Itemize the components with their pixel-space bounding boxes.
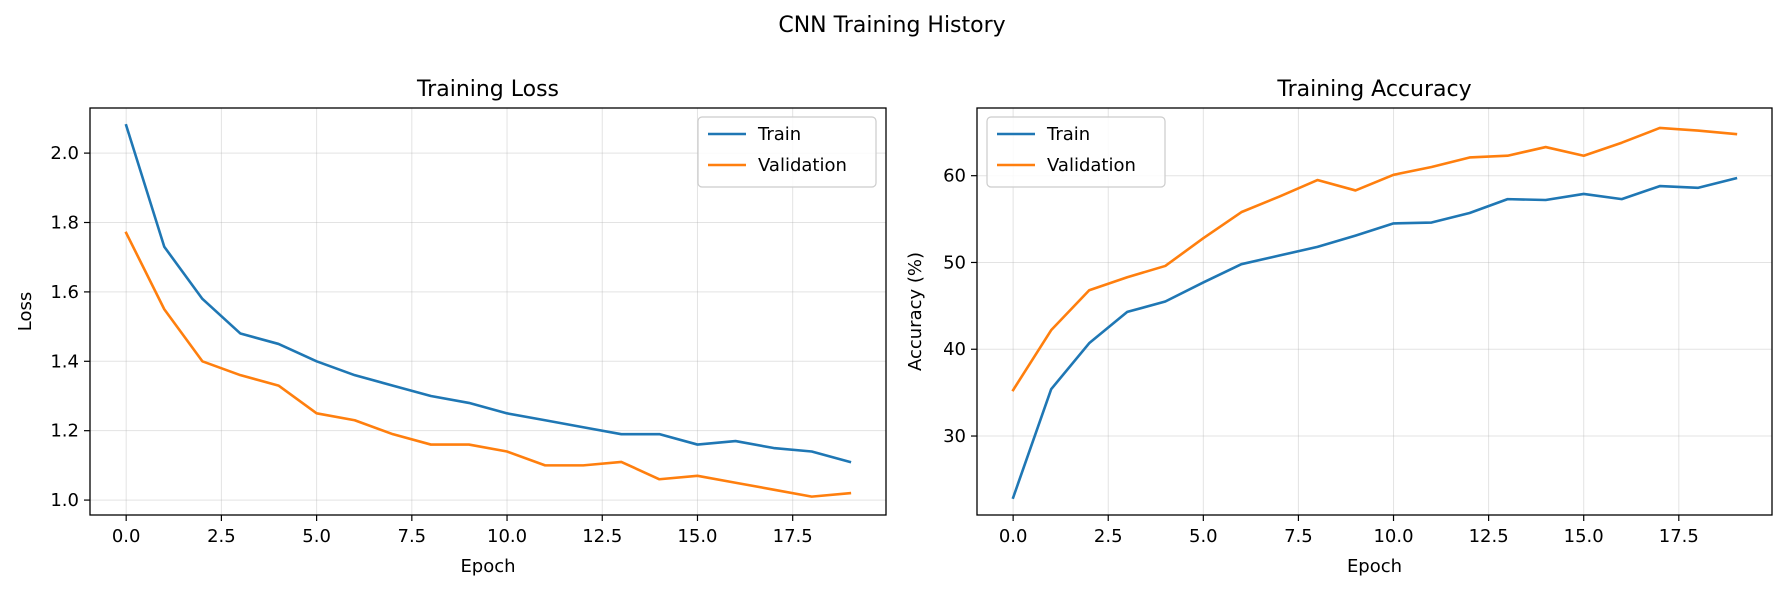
accuracy-y-tick-label: 30 (943, 426, 966, 447)
accuracy-legend-label-validation: Validation (1047, 155, 1136, 176)
loss-legend-label-train: Train (757, 124, 801, 145)
loss-y-tick-label: 1.4 (50, 351, 79, 372)
loss-x-tick-label: 12.5 (582, 526, 622, 547)
accuracy-series-train-line (1011, 176, 1738, 500)
loss-legend-label-validation: Validation (758, 155, 847, 176)
loss-y-tick-label: 1.6 (50, 282, 79, 303)
loss-y-tick-label: 2.0 (50, 143, 79, 164)
loss-x-tick-label: 7.5 (398, 526, 427, 547)
loss-series-validation-line (124, 231, 852, 498)
accuracy-y-axis-label: Accuracy (%) (905, 252, 926, 371)
loss-legend: Train Validation (697, 116, 877, 188)
accuracy-x-tick-label: 17.5 (1659, 526, 1699, 547)
loss-x-tick-label: 15.0 (677, 526, 717, 547)
loss-axes-frame (89, 107, 887, 516)
accuracy-x-tick-label: 7.5 (1284, 526, 1313, 547)
accuracy-x-tick-label: 12.5 (1469, 526, 1509, 547)
loss-x-tick-label: 0.0 (112, 526, 141, 547)
accuracy-chart-title: Training Accuracy (1276, 77, 1471, 102)
accuracy-x-tick-label: 5.0 (1189, 526, 1218, 547)
accuracy-x-tick-label: 15.0 (1564, 526, 1604, 547)
loss-x-tick-label: 5.0 (302, 526, 331, 547)
accuracy-x-tick-label: 10.0 (1373, 526, 1413, 547)
loss-y-tick-label: 1.8 (50, 213, 79, 234)
loss-y-tick-label: 1.2 (50, 421, 79, 442)
loss-x-axis-label: Epoch (460, 556, 515, 577)
accuracy-legend-label-train: Train (1046, 124, 1090, 145)
loss-series-train-line (124, 123, 852, 464)
figure-suptitle: CNN Training History (778, 13, 1005, 38)
accuracy-y-tick-label: 40 (943, 339, 966, 360)
accuracy-legend: Train Validation (986, 116, 1166, 188)
loss-x-tick-label: 2.5 (207, 526, 236, 547)
accuracy-y-tick-label: 50 (943, 252, 966, 273)
loss-chart-panel: 0.0 2.5 5.0 7.5 10.0 12.5 15.0 17.5 1.0 1.2 1.4 1.6… (15, 77, 887, 577)
accuracy-x-tick-label: 2.5 (1094, 526, 1123, 547)
accuracy-x-axis-label: Epoch (1347, 556, 1402, 577)
accuracy-axes-frame (976, 107, 1773, 516)
loss-chart-title: Training Loss (416, 77, 559, 102)
accuracy-chart-panel: 0.0 2.5 5.0 7.5 10.0 12.5 15.0 17.5 30 40 50 60 Trai… (905, 77, 1773, 577)
accuracy-y-tick-label: 60 (943, 166, 966, 187)
loss-x-tick-label: 10.0 (487, 526, 527, 547)
loss-y-tick-label: 1.0 (50, 490, 79, 511)
accuracy-series-validation-line (1011, 126, 1738, 392)
loss-y-axis-label: Loss (15, 292, 36, 331)
accuracy-x-tick-label: 0.0 (999, 526, 1028, 547)
loss-x-tick-label: 17.5 (773, 526, 813, 547)
